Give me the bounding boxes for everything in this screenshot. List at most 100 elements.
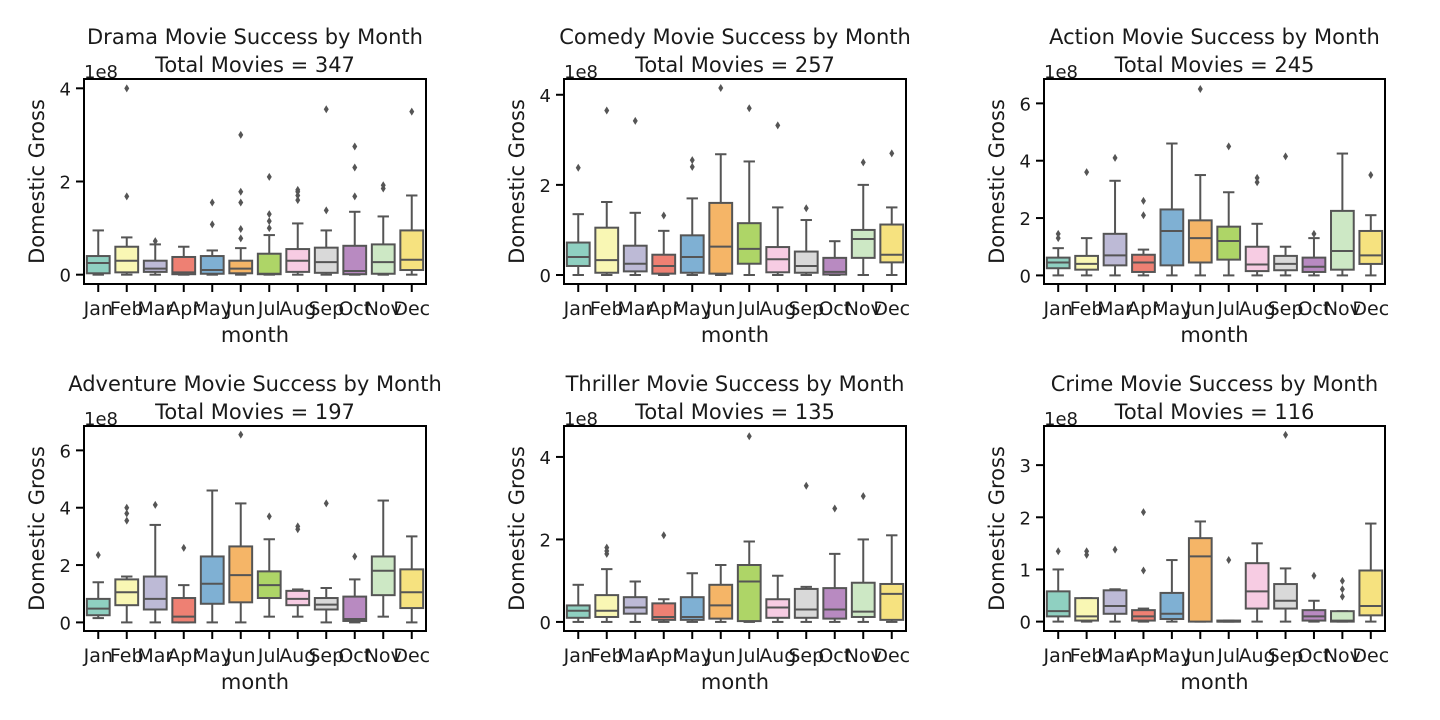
x-tick-label: Jun	[1184, 645, 1215, 667]
x-tick-label: Sep	[788, 298, 824, 320]
box-jan	[1045, 547, 1071, 623]
box-may	[1159, 142, 1185, 277]
outlier-point	[1368, 171, 1374, 180]
chart-title: Drama Movie Success by Month	[87, 25, 423, 49]
subplot-6: Crime Movie Success by Month Total Movies…	[985, 372, 1389, 694]
outlier-point	[323, 206, 329, 215]
box-aug	[765, 574, 791, 623]
x-tick-label: Jan	[563, 298, 593, 320]
chart-subtitle: Total Movies = 257	[634, 53, 835, 77]
plot-frame	[563, 78, 907, 285]
outlier-point	[323, 499, 329, 508]
x-tick-label: Feb	[110, 645, 144, 667]
x-tick-label: May	[1152, 645, 1191, 667]
outlier-point	[1226, 142, 1232, 151]
outlier-point	[1339, 585, 1345, 594]
box-body	[370, 555, 396, 597]
outlier-point	[409, 107, 415, 116]
x-tick-label: Nov	[1324, 298, 1361, 320]
box-dec	[879, 149, 905, 276]
x-tick-label: Mar	[1097, 645, 1133, 667]
outlier-point	[238, 198, 244, 207]
chart-title: Thriller Movie Success by Month	[565, 372, 905, 396]
box-may	[679, 156, 705, 276]
subplot-1: Drama Movie Success by Month Total Movies…	[25, 25, 430, 347]
outlier-point	[209, 198, 215, 207]
x-tick-label: Jul	[1216, 645, 1240, 667]
outlier-point	[1311, 571, 1317, 580]
outlier-point	[661, 531, 667, 540]
plot-frame	[1043, 78, 1386, 285]
box-oct	[822, 240, 848, 276]
box-feb	[114, 84, 140, 276]
y-axis-label: Domestic Gross	[25, 446, 49, 611]
box-nov	[850, 492, 876, 623]
box-feb	[1074, 547, 1099, 623]
outlier-point	[266, 224, 272, 233]
x-tick-label: Mar	[137, 298, 173, 320]
x-tick-label: Nov	[365, 645, 402, 667]
outlier-point	[1197, 85, 1203, 94]
x-tick-label: Apr	[1127, 298, 1160, 320]
box-body	[399, 568, 425, 610]
outlier-point	[575, 163, 581, 172]
outlier-point	[238, 234, 244, 243]
outlier-point	[718, 84, 724, 93]
y-axis-label: Domestic Gross	[25, 99, 49, 264]
outlier-point	[1226, 556, 1232, 565]
box-nov	[1330, 576, 1355, 623]
x-tick-label: Aug	[1239, 645, 1276, 667]
box-mar	[1102, 153, 1128, 277]
box-apr	[651, 211, 677, 276]
box-body	[765, 598, 791, 619]
box-may	[1159, 559, 1185, 623]
box-body	[879, 582, 905, 621]
outlier-point	[124, 516, 130, 525]
x-tick-label: Dec	[393, 645, 430, 667]
box-body	[142, 259, 168, 273]
outlier-point	[352, 192, 358, 201]
y-tick-label: 6	[60, 441, 71, 462]
x-tick-label: Apr	[167, 645, 200, 667]
outlier-point	[860, 158, 866, 167]
outlier-point	[295, 185, 301, 194]
box-dec	[879, 534, 905, 623]
x-axis-label: month	[221, 670, 289, 694]
box-body	[171, 597, 197, 624]
box-body	[622, 244, 648, 273]
y-axis-label: Domestic Gross	[505, 99, 529, 264]
x-tick-label: May	[673, 298, 712, 320]
box-body	[651, 602, 677, 621]
chart-title: Adventure Movie Success by Month	[68, 372, 442, 396]
box-sep	[1273, 152, 1298, 277]
box-sep	[1273, 430, 1298, 623]
box-aug	[1244, 542, 1270, 623]
y-offset-label: 1e8	[84, 62, 118, 83]
x-tick-label: Jun	[705, 645, 736, 667]
outlier-point	[266, 512, 272, 521]
subplot-5: Thriller Movie Success by Month Total Mov…	[505, 372, 910, 694]
x-tick-label: Oct	[1298, 645, 1331, 667]
x-tick-label: May	[193, 298, 232, 320]
x-axis-label: month	[221, 323, 289, 347]
box-body	[342, 244, 368, 276]
outlier-point	[689, 156, 695, 165]
outlier-point	[209, 220, 215, 229]
box-nov	[850, 158, 876, 276]
x-tick-label: Jan	[83, 298, 113, 320]
box-body	[679, 234, 705, 274]
box-sep	[793, 204, 819, 276]
box-body	[822, 587, 848, 620]
y-offset-label: 1e8	[564, 409, 598, 430]
y-tick-label: 0	[540, 613, 551, 634]
box-mar	[622, 580, 648, 623]
outlier-point	[295, 522, 301, 531]
x-tick-label: Mar	[617, 298, 653, 320]
outlier-point	[1140, 211, 1146, 220]
box-body	[85, 597, 111, 617]
x-tick-label: Nov	[1324, 645, 1361, 667]
outlier-point	[1084, 547, 1090, 556]
outlier-point	[1055, 234, 1061, 243]
box-body	[850, 228, 876, 259]
box-dec	[1358, 171, 1384, 277]
